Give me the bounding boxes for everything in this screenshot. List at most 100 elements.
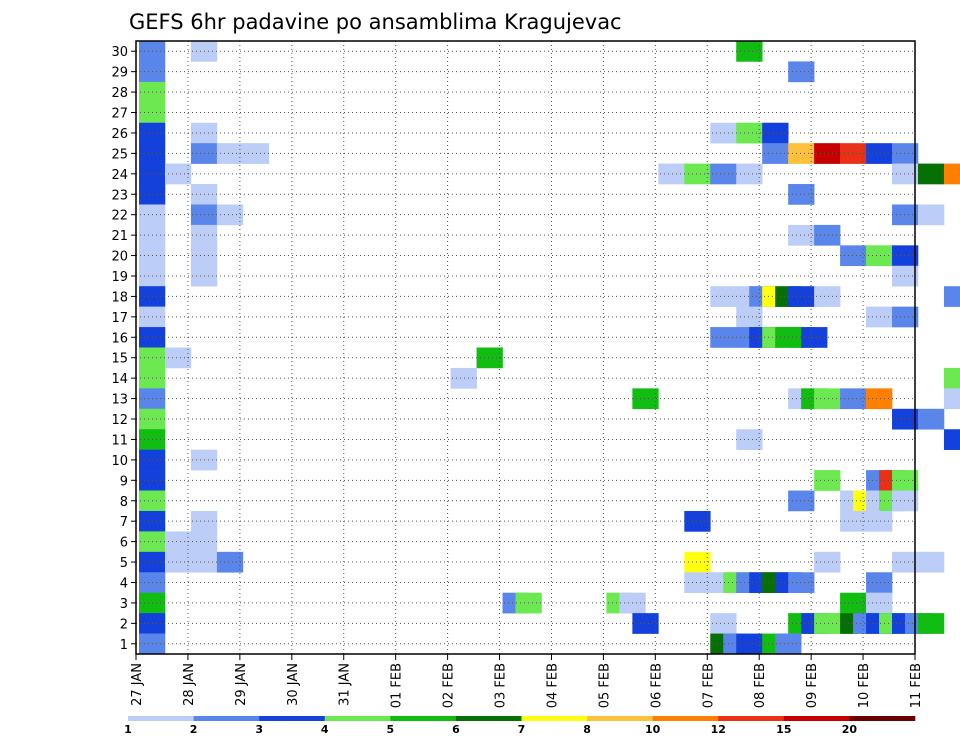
plot-frame: [135, 40, 916, 655]
y-tick-label: 17: [111, 311, 128, 326]
heatmap-cell: [788, 224, 815, 246]
heatmap-cell: [892, 490, 919, 512]
heatmap-cell: [736, 41, 763, 62]
heatmap-cell: [943, 163, 960, 185]
x-tick-label: 09 FEB: [805, 663, 820, 708]
axes-layer: 1234567891011121314151617181920212223242…: [111, 45, 924, 708]
heatmap-cell: [710, 613, 737, 634]
colorbar-legend: 1 2 3 4 5 6 7 8 10 12 15 20: [124, 716, 916, 736]
heatmap-cell: [840, 592, 867, 614]
y-tick-label: 15: [111, 352, 128, 367]
x-tick-label: 27 JAN: [130, 663, 145, 706]
y-tick-label: 7: [120, 515, 128, 530]
heatmap-cell: [710, 286, 737, 307]
colorbar-label: 12: [711, 723, 726, 736]
colorbar-segment: [390, 716, 457, 721]
heatmap-cell: [788, 184, 815, 205]
y-tick-label: 9: [120, 474, 128, 489]
x-tick-label: 29 JAN: [234, 663, 249, 706]
heatmap-cell: [866, 572, 893, 593]
y-tick-label: 26: [111, 127, 128, 142]
heatmap-cell: [710, 122, 737, 144]
x-tick-label: 08 FEB: [753, 663, 768, 708]
heatmap-cell: [164, 347, 192, 369]
colorbar-segment: [193, 716, 260, 721]
heatmap-cell: [684, 163, 711, 185]
x-tick-label: 02 FEB: [442, 663, 457, 708]
heatmap-cell: [866, 388, 893, 410]
heatmap-cell: [866, 510, 893, 532]
y-tick-label: 11: [111, 433, 128, 448]
colorbar-label: 5: [387, 723, 395, 736]
colorbar-segment: [783, 716, 850, 721]
y-tick-label: 16: [111, 331, 128, 346]
heatmap-cell: [788, 61, 815, 83]
y-tick-label: 28: [111, 86, 128, 101]
y-tick-label: 29: [111, 66, 128, 81]
y-tick-label: 3: [120, 597, 128, 612]
colorbar-segment: [259, 716, 326, 721]
heatmap-cell: [788, 572, 815, 593]
heatmap-cell: [164, 531, 192, 553]
heatmap-cell: [476, 347, 503, 369]
colorbar-label: 2: [190, 723, 198, 736]
colorbar-segment: [652, 716, 719, 721]
x-tick-label: 30 JAN: [286, 663, 301, 706]
heatmap-cell: [866, 306, 893, 328]
y-tick-label: 19: [111, 270, 128, 285]
heatmap-cell: [736, 429, 763, 450]
heatmap-cell: [892, 265, 919, 287]
heatmap-cell: [814, 224, 841, 246]
heatmap-cell: [658, 163, 685, 185]
heatmap-cell: [450, 367, 477, 389]
heatmap-cell: [632, 613, 659, 634]
colorbar-label: 7: [518, 723, 526, 736]
x-tick-label: 01 FEB: [390, 663, 405, 708]
colorbar-label: 6: [452, 723, 460, 736]
y-tick-label: 22: [111, 209, 128, 224]
heatmap-cell: [814, 388, 841, 410]
y-tick-label: 2: [120, 617, 128, 632]
chart-title: GEFS 6hr padavine po ansamblima Kragujev…: [129, 10, 622, 34]
heatmap-cell: [736, 122, 763, 144]
heatmap-cell: [164, 163, 192, 185]
colorbar-segment: [521, 716, 588, 721]
y-tick-label: 25: [111, 147, 128, 162]
heatmap-cell: [632, 388, 659, 410]
y-tick-label: 5: [120, 556, 128, 571]
colorbar-segment: [128, 716, 194, 721]
heatmap-cell: [684, 551, 711, 573]
heatmap-cell: [892, 408, 919, 430]
colorbar-label: 15: [776, 723, 791, 736]
heatmap-cell: [736, 163, 763, 185]
x-tick-label: 10 FEB: [857, 663, 872, 708]
heatmap-cell: [892, 470, 919, 491]
y-tick-label: 20: [111, 250, 128, 265]
heatmap-cell: [892, 163, 919, 185]
heatmap-cell: [943, 367, 960, 389]
heatmap-cell: [788, 143, 815, 164]
x-tick-label: 05 FEB: [597, 663, 612, 708]
colorbar-label: 3: [255, 723, 263, 736]
heatmap-cell: [840, 143, 867, 164]
colorbar-segment: [324, 716, 391, 721]
y-tick-label: 21: [111, 229, 128, 244]
x-tick-label: 03 FEB: [494, 663, 509, 708]
y-tick-label: 4: [120, 576, 128, 591]
heatmap-cell: [216, 204, 244, 226]
heatmap-cell: [684, 572, 711, 593]
heatmap-cell: [164, 551, 192, 573]
x-tick-label: 28 JAN: [182, 663, 197, 706]
heatmap-cell: [814, 470, 841, 491]
x-tick-label: 04 FEB: [546, 663, 561, 708]
y-tick-label: 13: [111, 393, 128, 408]
heatmap-cell: [943, 429, 960, 450]
colorbar-label: 1: [124, 723, 132, 736]
heatmap-cell: [866, 592, 893, 614]
x-tick-label: 31 JAN: [338, 663, 353, 706]
heatmap-cell: [892, 204, 919, 226]
heatmap-cell: [788, 286, 815, 307]
colorbar-label: 20: [842, 723, 858, 736]
